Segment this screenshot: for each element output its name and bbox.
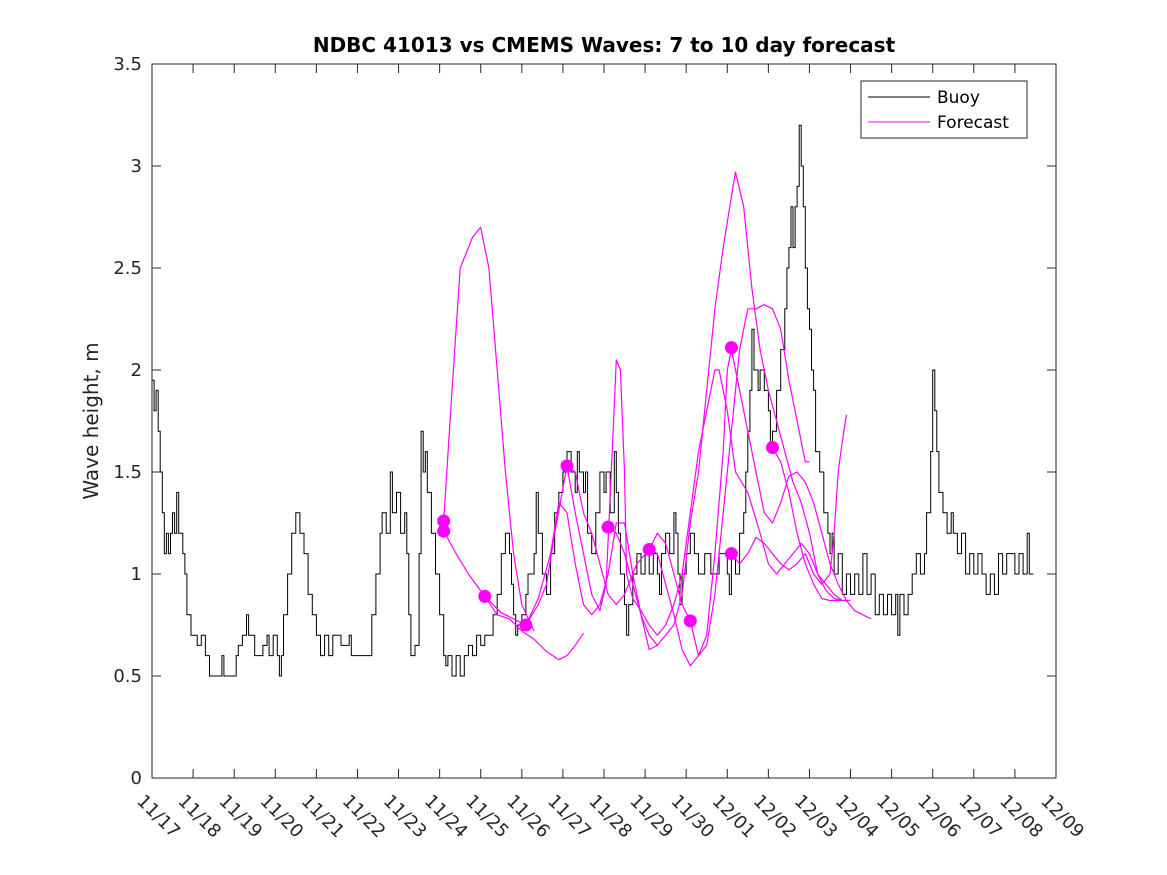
- forecast-start-marker: [766, 441, 779, 454]
- y-tick-label: 2: [131, 360, 142, 381]
- y-tick-label: 0: [131, 768, 142, 789]
- y-tick-label: 1: [131, 564, 142, 585]
- forecast-series-line: [443, 226, 535, 632]
- forecast-series-line: [443, 530, 584, 661]
- legend-box: [860, 80, 1028, 139]
- forecast-start-marker: [437, 514, 451, 528]
- forecast-start-marker: [519, 618, 533, 632]
- forecast-series-line: [525, 465, 691, 626]
- forecast-start-marker: [437, 524, 451, 538]
- forecast-start-marker: [478, 589, 492, 603]
- forecast-series-line: [648, 349, 872, 667]
- forecast-series-line: [730, 414, 847, 585]
- y-axis: 0 0.5 1 1.5 2 2.5 3 3.5: [113, 54, 1056, 789]
- y-tick-label: 3: [131, 156, 142, 177]
- y-tick-label: 0.5: [113, 666, 142, 687]
- axes-box: [151, 63, 1057, 779]
- y-tick-label: 3.5: [113, 54, 142, 75]
- y-axis-label: Wave height, m: [79, 342, 103, 499]
- forecast-start-marker: [560, 459, 574, 473]
- forecast-start-marker: [724, 341, 738, 355]
- legend-buoy-label: Buoy: [937, 88, 980, 108]
- forecast-series-line: [771, 447, 847, 602]
- forecast-series-line: [607, 171, 843, 647]
- forecast-start-marker: [724, 547, 738, 561]
- legend-forecast-label: Forecast: [937, 113, 1009, 133]
- forecast-series-line: [689, 304, 810, 657]
- y-tick-label: 2.5: [113, 258, 142, 279]
- forecast-start-marker: [683, 614, 697, 628]
- chart-title: NDBC 41013 vs CMEMS Waves: 7 to 10 day f…: [313, 33, 896, 57]
- y-tick-label: 1.5: [113, 462, 142, 483]
- forecast-start-marker: [642, 543, 656, 556]
- buoy-series-line: [152, 124, 1034, 677]
- legend: Buoy Forecast: [860, 80, 1028, 139]
- forecast-start-marker: [601, 520, 615, 534]
- plot-area: 00.511.522.533.5 11/1711/1811/1911/2011/…: [113, 54, 1088, 842]
- series-layer: [152, 124, 1034, 677]
